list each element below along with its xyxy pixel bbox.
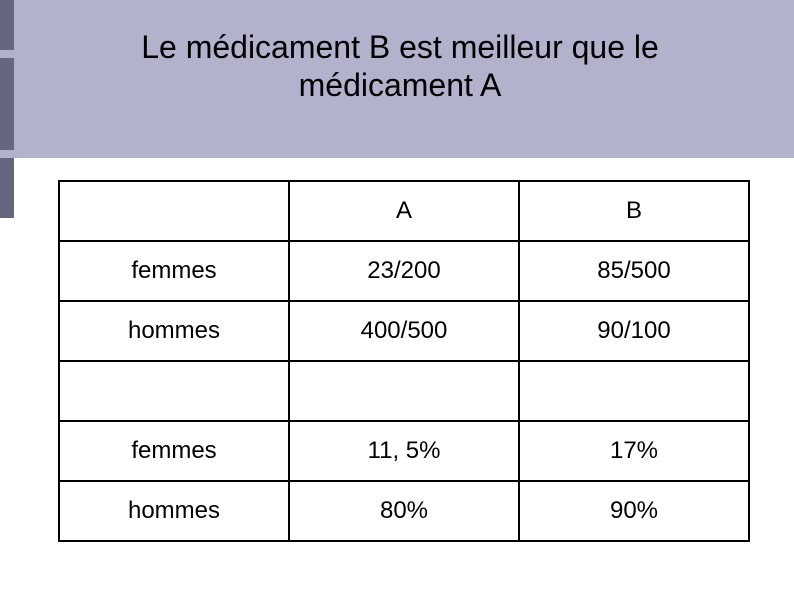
table-cell: 90/100: [519, 301, 749, 361]
slide: Le médicament B est meilleur que le médi…: [0, 0, 794, 595]
table-container: A B femmes 23/200 85/500 hommes 400/500 …: [58, 180, 748, 542]
table-header-cell: B: [519, 181, 749, 241]
table-cell-label: hommes: [59, 481, 289, 541]
table-cell-label: hommes: [59, 301, 289, 361]
table-row: hommes 80% 90%: [59, 481, 749, 541]
table-cell-empty: [59, 361, 289, 421]
rail-segment: [0, 0, 14, 50]
table-header-row: A B: [59, 181, 749, 241]
left-rail: [0, 0, 30, 595]
table-cell: 400/500: [289, 301, 519, 361]
rail-segment: [0, 158, 14, 218]
table-cell: 11, 5%: [289, 421, 519, 481]
table-cell-empty: [519, 361, 749, 421]
table-cell: 80%: [289, 481, 519, 541]
data-table: A B femmes 23/200 85/500 hommes 400/500 …: [58, 180, 750, 542]
table-row: femmes 23/200 85/500: [59, 241, 749, 301]
table-row: femmes 11, 5% 17%: [59, 421, 749, 481]
table-cell: 85/500: [519, 241, 749, 301]
rail-segment: [0, 58, 14, 150]
table-header-cell: A: [289, 181, 519, 241]
table-row-spacer: [59, 361, 749, 421]
slide-title: Le médicament B est meilleur que le médi…: [50, 28, 750, 105]
table-header-cell: [59, 181, 289, 241]
table-cell: 23/200: [289, 241, 519, 301]
table-cell-label: femmes: [59, 421, 289, 481]
table-row: hommes 400/500 90/100: [59, 301, 749, 361]
table-cell-label: femmes: [59, 241, 289, 301]
table-cell: 17%: [519, 421, 749, 481]
table-cell: 90%: [519, 481, 749, 541]
table-cell-empty: [289, 361, 519, 421]
